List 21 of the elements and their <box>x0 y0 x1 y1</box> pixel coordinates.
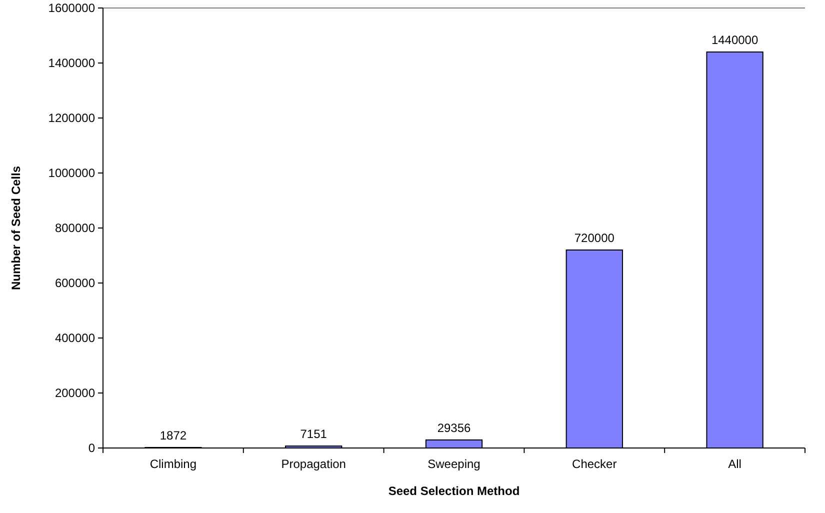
x-tick-label: Propagation <box>281 457 346 471</box>
y-tick-label: 1400000 <box>48 56 96 70</box>
y-tick-label: 800000 <box>54 221 96 236</box>
y-axis-title: Number of Seed Cells <box>9 166 23 290</box>
x-axis-title: Seed Selection Method <box>388 484 520 498</box>
data-label: 1440000 <box>711 33 758 47</box>
y-tick-label: 400000 <box>54 331 96 346</box>
data-label: 720000 <box>574 231 615 245</box>
x-tick-label: Checker <box>572 457 617 471</box>
y-tick-label: 1000000 <box>48 166 96 180</box>
y-tick-label: 600000 <box>54 276 96 290</box>
y-tick-label: 1200000 <box>48 111 96 126</box>
data-label: 1872 <box>160 428 187 442</box>
data-label: 7151 <box>300 427 328 442</box>
x-tick-label: All <box>728 457 742 471</box>
y-tick-label: 0 <box>88 441 96 456</box>
y-tick-label: 200000 <box>54 386 96 400</box>
data-label: 29356 <box>437 420 472 435</box>
x-tick-label: Sweeping <box>428 457 480 471</box>
y-tick-label: 1600000 <box>48 1 96 16</box>
x-tick-label: Climbing <box>150 457 197 471</box>
